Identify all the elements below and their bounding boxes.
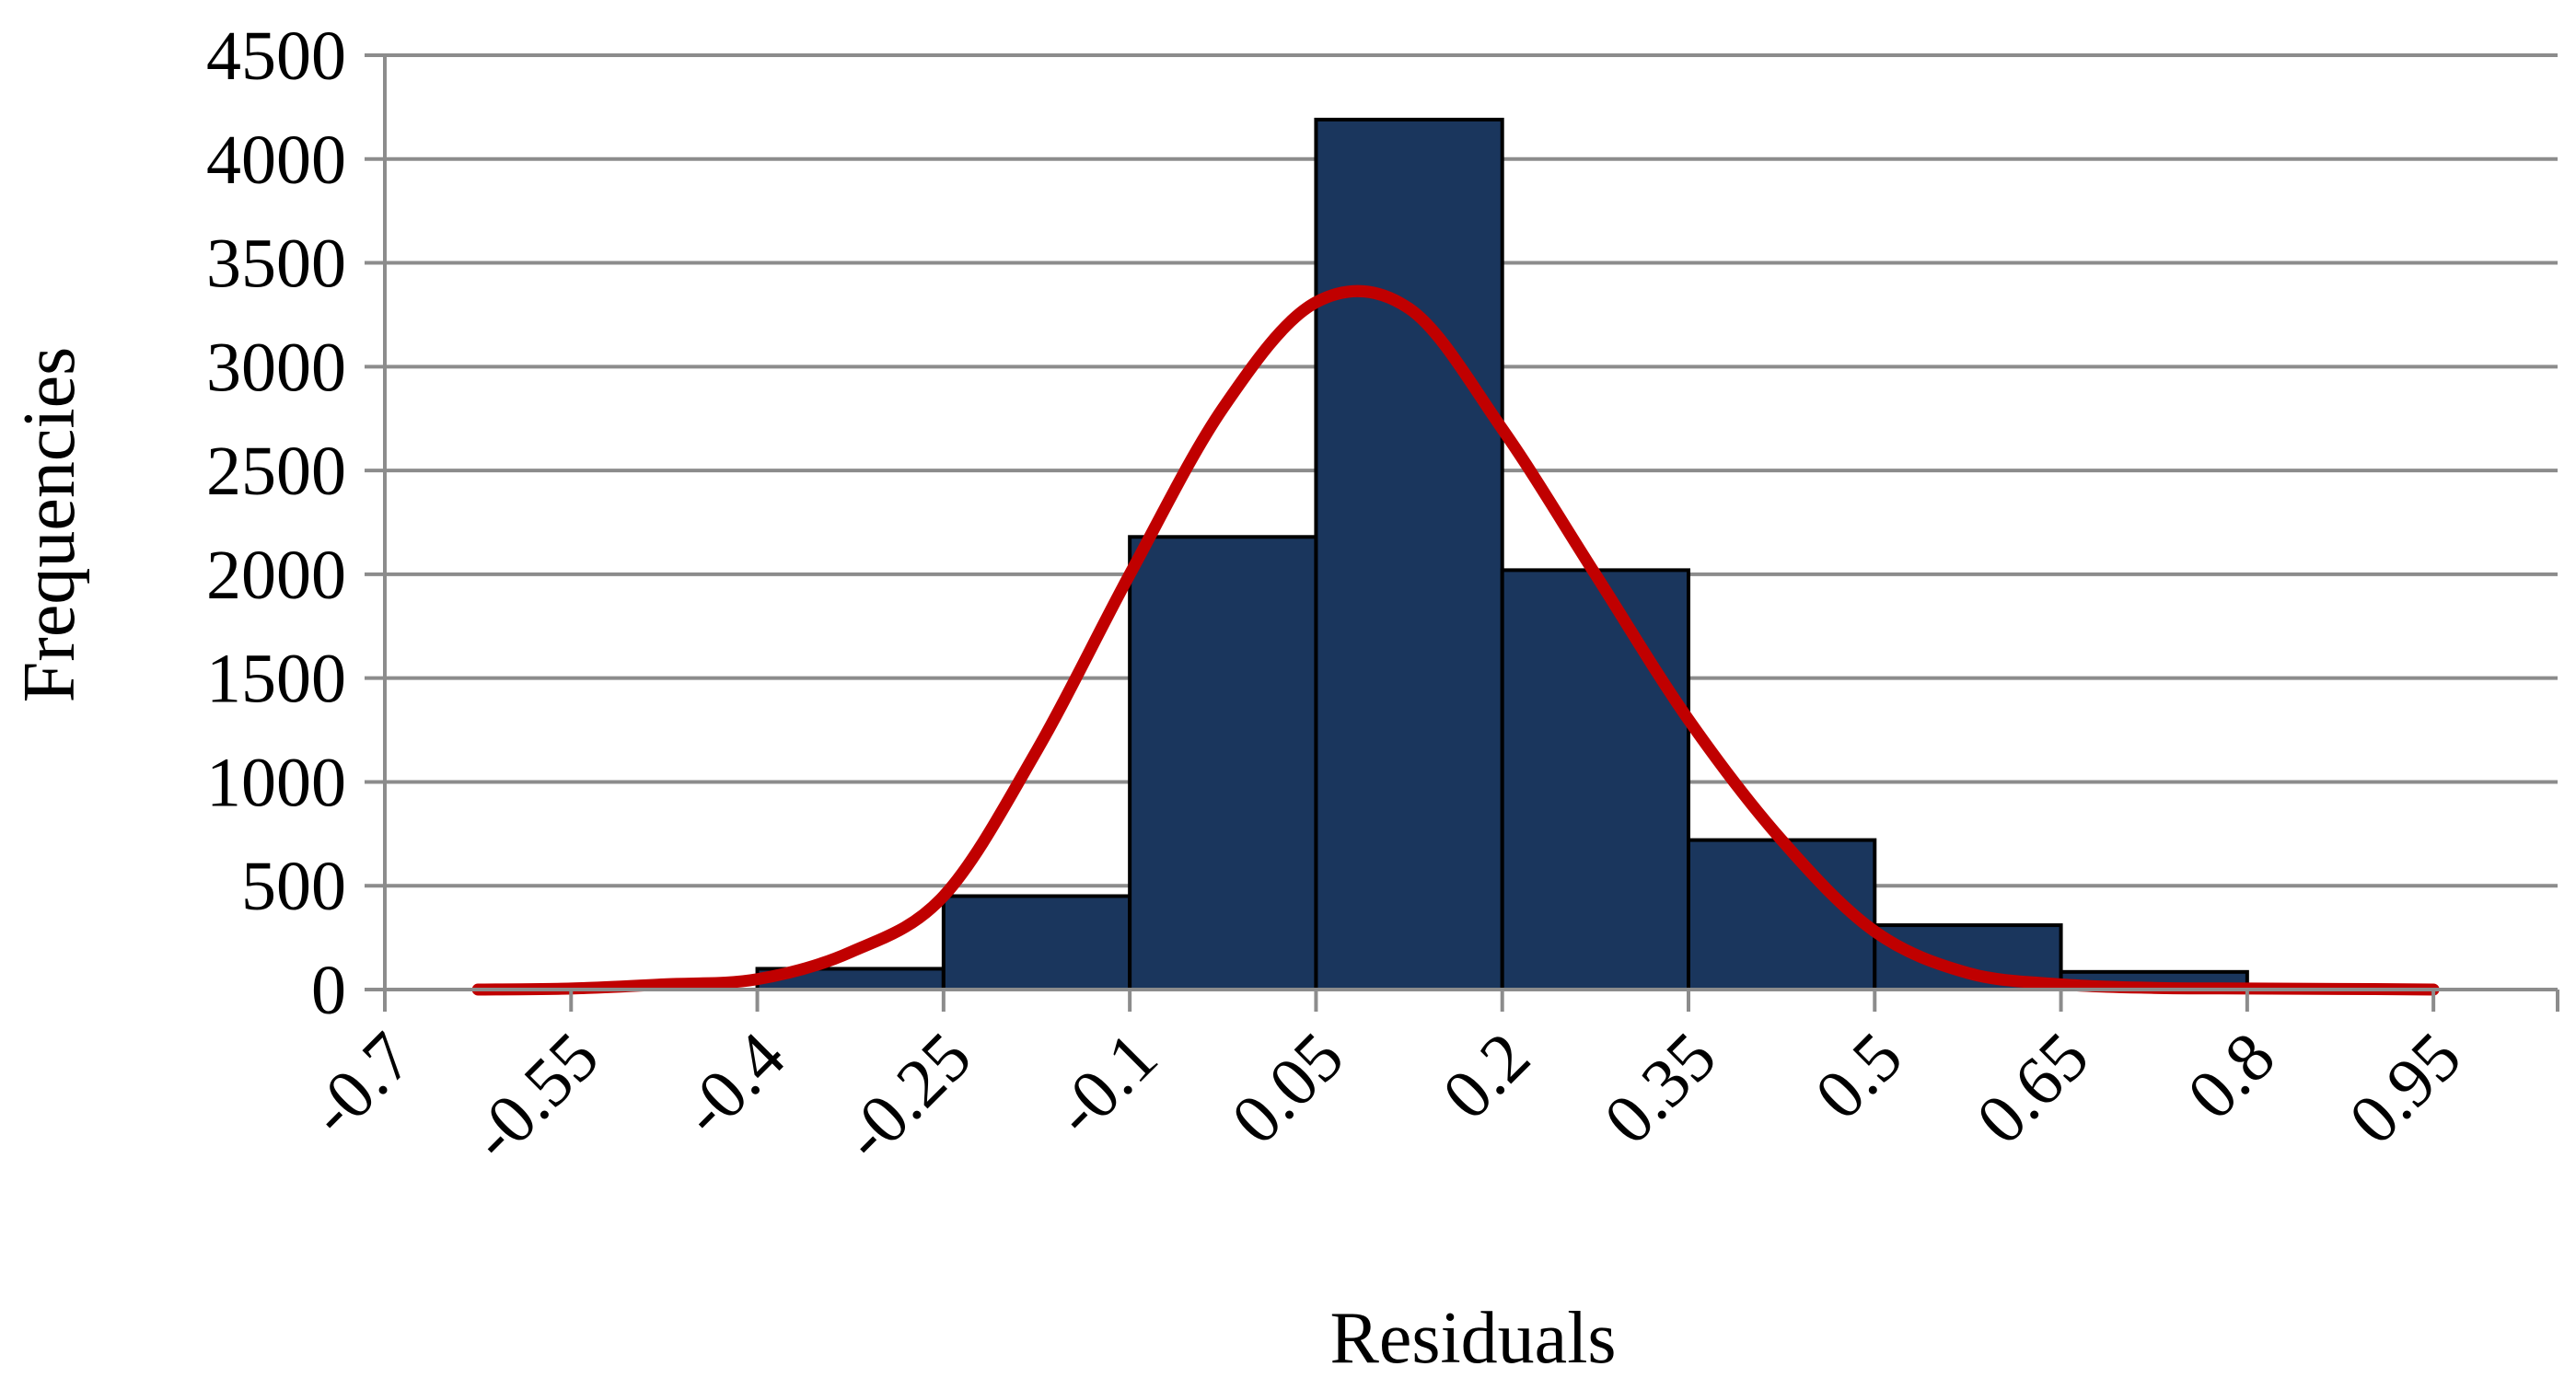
x-tick-label: 0.2 <box>1428 1018 1545 1135</box>
axes <box>365 53 2559 1012</box>
x-tick-label: -0.7 <box>295 1018 427 1151</box>
x-tick-label: 0.35 <box>1590 1018 1731 1159</box>
x-tick-label: 0.5 <box>1801 1018 1918 1135</box>
y-tick-label: 4000 <box>206 122 346 199</box>
x-tick-label: 0.05 <box>1217 1018 1358 1159</box>
histogram-bars <box>755 117 2249 992</box>
fitted-normal-curve <box>471 284 2440 996</box>
y-tick-label: 3500 <box>206 226 346 303</box>
fitted-curve-group <box>471 284 2440 996</box>
histogram-bar <box>941 894 1132 991</box>
x-tick-label: -0.1 <box>1039 1018 1172 1151</box>
x-tick-label: 0.95 <box>2335 1018 2476 1159</box>
x-tick-label: -0.25 <box>829 1018 986 1175</box>
y-tick-label: 500 <box>241 848 346 925</box>
x-tick-labels: -0.7 -0.55 -0.4 -0.25 -0.1 0.05 0.2 0.35 0.5 0.65… <box>295 1018 2477 1175</box>
y-tick-labels: 0 500 1000 1500 2000 2500 3000 3500 4000 4500 <box>206 17 346 1029</box>
histogram-bar <box>1314 117 1504 991</box>
y-tick-label: 0 <box>311 952 346 1029</box>
histogram-bar <box>1500 568 1690 992</box>
x-tick-label: -0.4 <box>667 1018 799 1151</box>
x-tick-label: 0.65 <box>1962 1018 2103 1159</box>
y-tick-label: 4500 <box>206 17 346 95</box>
x-axis-title: Residuals <box>1329 1298 1616 1378</box>
x-tick-label: 0.8 <box>2173 1018 2290 1135</box>
x-tick-label: -0.55 <box>456 1018 613 1175</box>
histogram-bar <box>1128 535 1318 991</box>
y-tick-label: 1500 <box>206 641 346 718</box>
y-tick-label: 3000 <box>206 329 346 406</box>
y-tick-label: 1000 <box>206 744 346 821</box>
y-tick-label: 2000 <box>206 537 346 614</box>
histogram-bar <box>1687 838 1877 991</box>
y-axis-title: Frequencies <box>9 347 90 703</box>
y-tick-label: 2500 <box>206 433 346 510</box>
